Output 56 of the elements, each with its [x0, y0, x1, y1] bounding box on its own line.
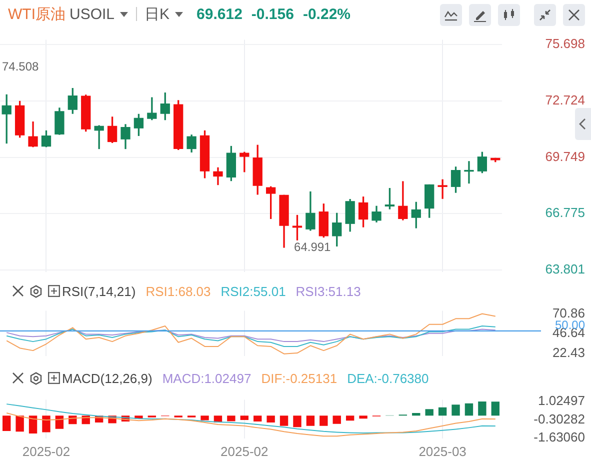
y-tick-label: 63.801 [545, 262, 585, 277]
bar [346, 416, 354, 421]
text: DEA:-0.76380 [347, 370, 429, 386]
bar [464, 403, 474, 416]
y-tick-label: 70.86 [552, 305, 585, 320]
y-tick-label: 69.749 [545, 148, 585, 164]
bar [227, 416, 236, 422]
text: 69.612 [196, 6, 242, 22]
bar [438, 407, 447, 416]
text: DIF:-0.25131 [261, 370, 338, 386]
bar [2, 416, 11, 431]
y-tick-label: -1.63060 [534, 430, 585, 445]
bar [42, 416, 50, 432]
bar [412, 412, 420, 416]
y-tick-label: 1.02497 [538, 393, 585, 408]
annotation: 64.991 [294, 240, 332, 254]
bar [28, 416, 38, 434]
candlestick [438, 179, 448, 199]
bar [293, 416, 302, 428]
text: -0.22% [302, 6, 350, 22]
bar [55, 416, 64, 429]
candlestick [94, 125, 104, 150]
y-tick-label: 75.698 [545, 36, 585, 52]
bar [16, 416, 24, 432]
annotation: 74.508 [2, 59, 40, 74]
x-tick-label: 2025-02 [220, 444, 268, 459]
bar [425, 409, 434, 416]
legend-title: RSI(7,14,21) [62, 284, 136, 298]
x-tick-label: 2025-02 [22, 444, 70, 459]
legend-title: MACD(12,26,9) [62, 370, 152, 386]
bar [491, 402, 500, 416]
bar [306, 416, 315, 426]
bar [200, 416, 209, 420]
y-tick-label: 22.43 [552, 345, 585, 360]
y-tick-label: 66.775 [545, 205, 585, 220]
y-tick-label: -0.30282 [534, 411, 585, 426]
text: RSI3:51.13 [296, 284, 361, 298]
text: -0.156 [251, 6, 294, 22]
y-tick-label: 72.724 [545, 92, 585, 108]
bar [320, 416, 328, 426]
bar [240, 416, 248, 420]
bar [478, 401, 486, 416]
bar [332, 416, 341, 424]
text: RSI1:68.03 [146, 284, 211, 298]
chart-subtitle: USOIL [70, 6, 115, 22]
text: RSI2:55.01 [220, 284, 286, 298]
candlestick [464, 161, 474, 184]
bar [266, 416, 275, 422]
chart-title: WTI原油 [8, 4, 66, 24]
bar [254, 416, 262, 422]
x-tick-label: 2025-03 [418, 444, 466, 459]
bar [452, 404, 460, 416]
text: MACD:1.02497 [162, 370, 252, 386]
bar [280, 416, 288, 426]
bar [359, 416, 368, 419]
text: 日K [144, 4, 170, 24]
